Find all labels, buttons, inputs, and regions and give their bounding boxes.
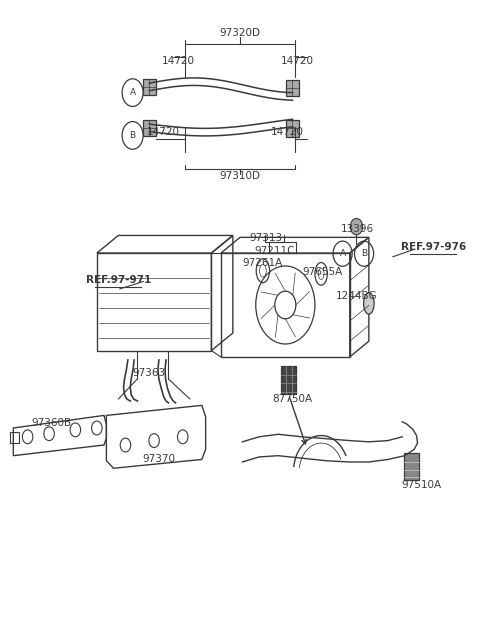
- Bar: [143, 119, 156, 136]
- Text: 13396: 13396: [340, 224, 373, 234]
- Ellipse shape: [364, 293, 374, 314]
- Bar: [221, 253, 350, 357]
- Text: 14720: 14720: [161, 56, 194, 66]
- Bar: [286, 80, 299, 97]
- Circle shape: [122, 121, 143, 149]
- Circle shape: [122, 79, 143, 106]
- Text: 97313: 97313: [250, 233, 283, 243]
- Bar: [10, 432, 19, 443]
- Text: REF.97-976: REF.97-976: [401, 242, 466, 252]
- Text: 97310D: 97310D: [219, 171, 261, 181]
- Text: REF.97-971: REF.97-971: [86, 274, 151, 284]
- Circle shape: [355, 241, 373, 266]
- Bar: [286, 120, 299, 137]
- Text: A: A: [130, 88, 136, 97]
- Text: 14720: 14720: [147, 126, 180, 137]
- Text: B: B: [361, 249, 367, 258]
- Circle shape: [333, 241, 352, 266]
- Text: 14720: 14720: [281, 56, 314, 66]
- Text: 97261A: 97261A: [243, 257, 283, 267]
- Text: 97320D: 97320D: [219, 28, 261, 38]
- Text: 97510A: 97510A: [401, 480, 442, 490]
- Text: 1244BG: 1244BG: [336, 291, 378, 301]
- Text: 97211C: 97211C: [254, 246, 295, 255]
- Bar: [404, 453, 419, 480]
- Text: B: B: [130, 131, 136, 140]
- Text: 97363: 97363: [133, 368, 166, 378]
- Bar: [281, 367, 296, 394]
- Circle shape: [350, 219, 363, 235]
- Text: 97655A: 97655A: [302, 267, 342, 277]
- Text: A: A: [339, 249, 346, 258]
- Bar: [143, 79, 156, 95]
- Text: 14720: 14720: [271, 126, 304, 137]
- Text: 97360B: 97360B: [31, 418, 72, 428]
- Text: 87750A: 87750A: [273, 394, 312, 404]
- Text: 97370: 97370: [143, 454, 175, 465]
- Bar: [269, 242, 296, 253]
- Bar: [97, 253, 211, 351]
